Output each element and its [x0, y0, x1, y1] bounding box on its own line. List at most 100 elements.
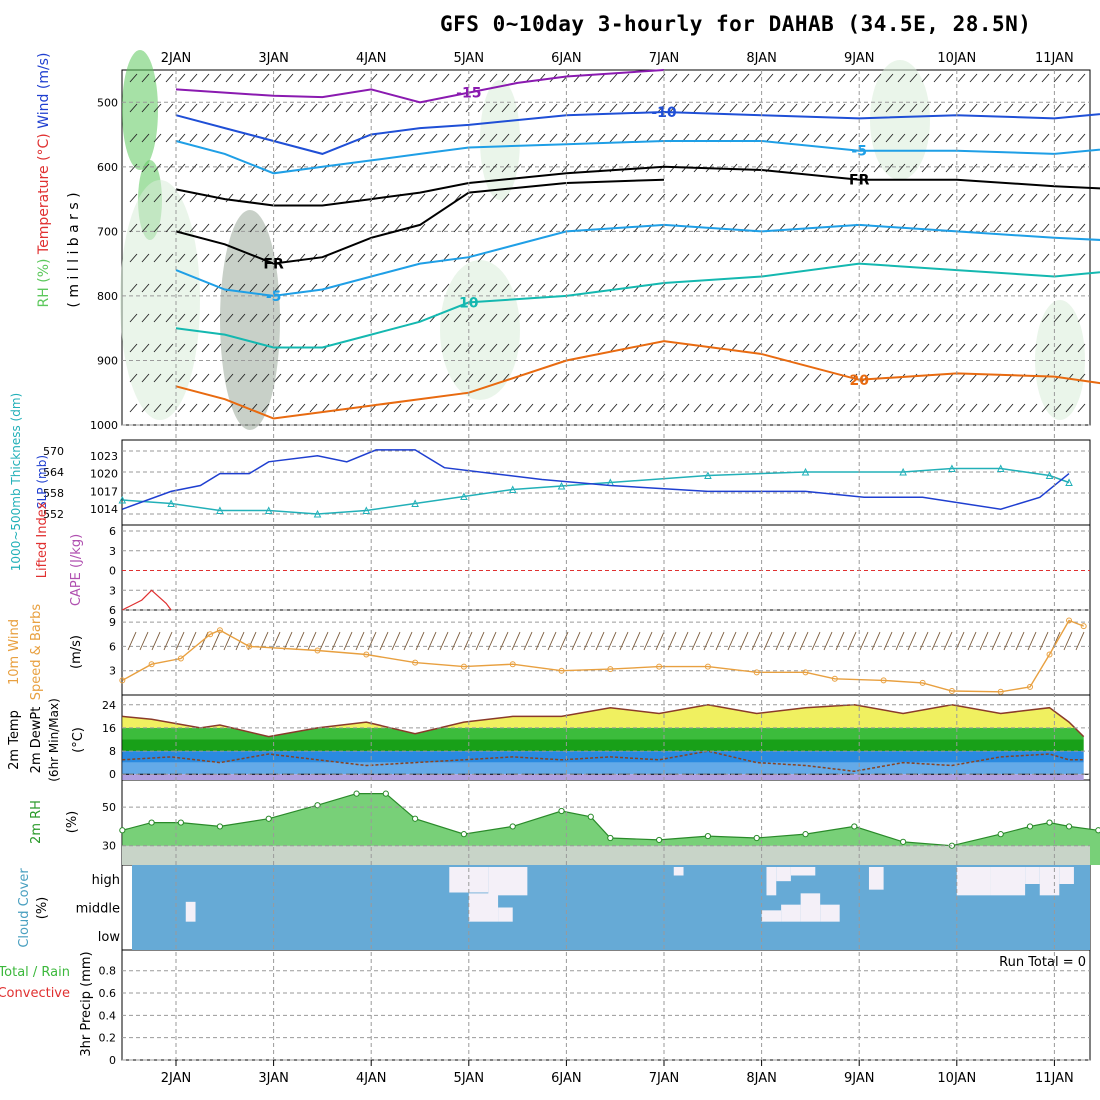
wind-barb	[345, 343, 354, 353]
wind-barb	[681, 343, 690, 353]
wind-barb	[825, 223, 834, 233]
wind-barb	[969, 403, 978, 413]
day-label-top: 2JAN	[161, 51, 192, 66]
wind-barb	[417, 403, 426, 413]
wind-barb	[273, 283, 282, 293]
wind-barb	[451, 631, 461, 651]
cloud-high-cell	[766, 867, 777, 896]
wind-barb	[1029, 283, 1038, 293]
wind-barb	[1017, 313, 1026, 323]
wind-barb	[1041, 103, 1050, 113]
wind-barb	[153, 133, 162, 143]
wind-barb	[897, 253, 906, 263]
wind-barb	[741, 73, 750, 83]
wind-barb	[381, 103, 390, 113]
cloud-high-cell	[488, 867, 528, 896]
wind-barb	[631, 631, 641, 651]
wind-barb	[129, 103, 138, 113]
wind-barb	[801, 193, 810, 203]
wind-barb	[1041, 253, 1050, 263]
wind-barb	[777, 103, 786, 113]
wind-barb	[621, 73, 630, 83]
wind-barb	[1077, 253, 1086, 263]
wind-barb	[561, 163, 570, 173]
wind-barb	[849, 343, 858, 353]
thickness-point	[1045, 471, 1054, 479]
wind-barb	[489, 253, 498, 263]
wind-barb	[609, 73, 618, 83]
wind-barb	[153, 103, 162, 113]
wind-barb	[741, 103, 750, 113]
wind-barb	[609, 103, 618, 113]
wind-barb	[981, 73, 990, 83]
cape-ylabel: CAPE (J/kg)	[69, 534, 84, 606]
wind-barb	[813, 193, 822, 203]
wind-barb	[945, 163, 954, 173]
wind-barb	[921, 343, 930, 353]
wind-barb	[753, 253, 762, 263]
wind-barb	[549, 313, 558, 323]
wind-barb	[595, 631, 605, 651]
wind-barb	[825, 163, 834, 173]
wind-barb	[1005, 223, 1014, 233]
wind-barb	[571, 631, 581, 651]
wind-speed-point	[363, 651, 370, 658]
wind-barb	[537, 403, 546, 413]
wind-barb	[813, 163, 822, 173]
rh-point	[509, 823, 516, 830]
wind-barb	[477, 133, 486, 143]
wind-barb	[225, 253, 234, 263]
wind-barb	[753, 103, 762, 113]
wind-barb	[1029, 223, 1038, 233]
wind-barb	[861, 103, 870, 113]
wind-barb	[597, 403, 606, 413]
wind-barb	[477, 373, 486, 383]
rh-shading	[480, 80, 520, 200]
wind-barb	[1017, 73, 1026, 83]
wind-barb	[381, 403, 390, 413]
wind-barb	[921, 193, 930, 203]
wind-barb	[729, 223, 738, 233]
temp-tick-label: 16	[102, 722, 116, 735]
wind-barb	[525, 163, 534, 173]
wind-barb	[223, 631, 233, 651]
wind-barb	[261, 313, 270, 323]
wind-barb	[465, 313, 474, 323]
wind-barb	[753, 373, 762, 383]
wind-barb	[813, 253, 822, 263]
wind-barb	[897, 403, 906, 413]
wind-barb	[993, 283, 1002, 293]
wind-barb	[945, 253, 954, 263]
wind-barb	[213, 253, 222, 263]
wind-barb	[837, 163, 846, 173]
wind-barb	[489, 313, 498, 323]
wind-barb	[669, 253, 678, 263]
wind-barb	[429, 103, 438, 113]
wind-barb	[201, 133, 210, 143]
wind-barb	[883, 631, 893, 651]
wind-barb	[189, 133, 198, 143]
wind-barb	[141, 133, 150, 143]
wind-barb	[1063, 631, 1073, 651]
wind-barb	[921, 103, 930, 113]
wind-speed-point	[753, 669, 760, 676]
wind-barb	[393, 283, 402, 293]
temp-line	[122, 704, 1085, 738]
wind-barb	[573, 283, 582, 293]
wind-barb	[993, 193, 1002, 203]
rh-point	[802, 831, 809, 838]
wind-barb	[357, 403, 366, 413]
wind-barb	[825, 193, 834, 203]
wind-barb	[321, 193, 330, 203]
wind-barb	[261, 103, 270, 113]
wind-barb	[585, 193, 594, 203]
li-tick-label: 0	[109, 565, 116, 578]
wind-speed-point	[558, 667, 565, 674]
slp-tick-label: 1023	[90, 450, 118, 463]
wind-barb	[777, 163, 786, 173]
wind-barb	[273, 313, 282, 323]
wind-barb	[1029, 253, 1038, 263]
wind-barb	[487, 631, 497, 651]
rh2m-panel: 30 50 2m RH (%)	[29, 790, 1100, 865]
